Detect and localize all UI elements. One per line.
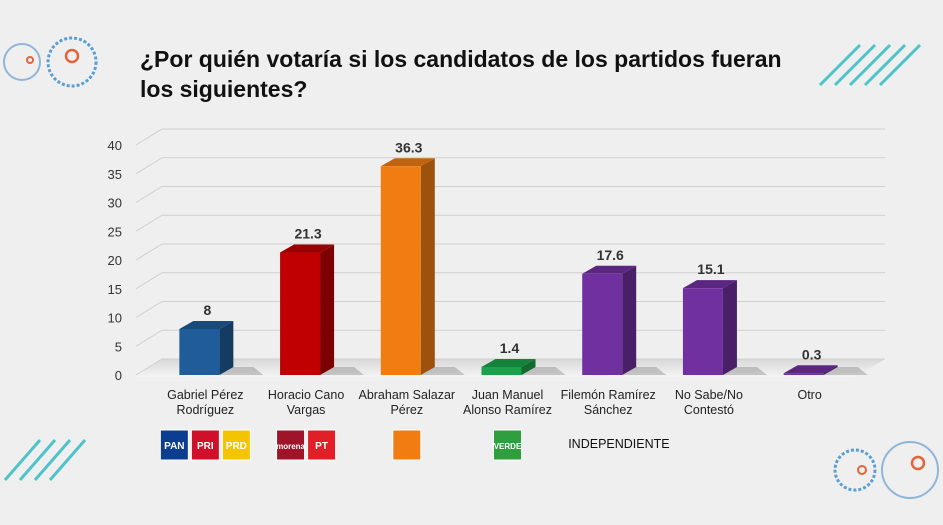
bar-side: [320, 244, 335, 375]
grid-line: [135, 358, 885, 376]
bar-top: [179, 321, 234, 329]
party-logo-text: morena: [276, 442, 305, 451]
bar: [582, 265, 667, 375]
grid-line: [135, 128, 885, 146]
bar-front: [582, 273, 623, 375]
value-label: 21.3: [294, 226, 321, 242]
x-tick-label: Horacio Cano Vargas: [267, 388, 345, 417]
bar: [682, 280, 767, 375]
party-logo-text: VERDE: [494, 442, 522, 451]
grid-line: [135, 301, 885, 318]
x-tick-label: Filemón Ramírez Sánchez: [560, 388, 656, 417]
bar-side: [219, 321, 234, 375]
y-tick-label: 0: [115, 368, 122, 383]
bar-top: [582, 265, 637, 274]
party-logo: [190, 429, 220, 461]
y-tick-label: 5: [115, 339, 122, 354]
bar-front: [682, 288, 723, 375]
value-label: 15.1: [697, 261, 724, 277]
grid-line: [135, 329, 885, 347]
bar-side: [722, 280, 737, 375]
bar-top: [280, 244, 335, 253]
party-logo-text: PRI: [197, 441, 214, 452]
bar-front: [179, 329, 220, 375]
bar: [380, 158, 465, 375]
bar: [783, 365, 868, 375]
value-label: 0.3: [802, 346, 822, 362]
party-logo: [392, 429, 422, 461]
party-logo: [276, 429, 306, 461]
y-tick-label: 30: [108, 196, 122, 211]
grid-line: [135, 272, 885, 290]
party-logo: [221, 429, 251, 461]
bar-side: [622, 265, 637, 375]
y-tick-label: 15: [108, 282, 122, 297]
party-logo: [493, 429, 522, 461]
grid-line: [135, 243, 885, 261]
party-logo: [307, 429, 337, 461]
bar-top: [682, 280, 737, 289]
y-tick-label: 10: [108, 311, 122, 326]
bar-side: [521, 358, 536, 375]
grid-line: [135, 186, 885, 203]
x-tick-label: Abraham Salazar Pérez: [358, 388, 456, 417]
y-tick-label: 40: [108, 138, 122, 153]
party-logo-text: PAN: [164, 441, 184, 452]
x-tick-label: Juan Manuel Alonso Ramírez: [463, 388, 552, 417]
party-logo-text: PT: [315, 441, 328, 452]
value-label: 8: [203, 302, 211, 318]
bar: [280, 244, 365, 375]
value-label: 1.4: [500, 340, 520, 356]
bar-side: [823, 365, 838, 375]
bar-front: [380, 166, 421, 375]
bar: [481, 358, 566, 375]
decoration: [3, 36, 939, 499]
bar: [179, 321, 264, 375]
party-logo-text: PRD: [226, 441, 247, 452]
y-tick-label: 35: [108, 167, 122, 182]
grid-line: [135, 214, 885, 232]
independent-label: INDEPENDIENTE: [568, 437, 670, 451]
party-logo: [159, 429, 189, 461]
value-label: 17.6: [597, 247, 624, 263]
bar-top: [481, 358, 536, 367]
x-tick-label: Otro: [797, 388, 822, 402]
bar-side: [420, 158, 435, 375]
x-tick-label: No Sabe/No Contestó: [674, 388, 743, 417]
bar-top: [380, 158, 435, 167]
bar-front: [783, 373, 824, 375]
y-tick-label: 25: [108, 224, 122, 239]
bar-front: [481, 366, 522, 375]
x-tick-label: Gabriel Pérez Rodríguez: [167, 388, 244, 417]
bar-front: [280, 252, 321, 375]
grid-line: [135, 157, 885, 175]
y-tick-label: 20: [108, 253, 122, 268]
value-label: 36.3: [395, 139, 422, 155]
bar-top: [783, 365, 838, 374]
chart-title: ¿Por quién votaría si los candidatos de …: [140, 46, 782, 102]
